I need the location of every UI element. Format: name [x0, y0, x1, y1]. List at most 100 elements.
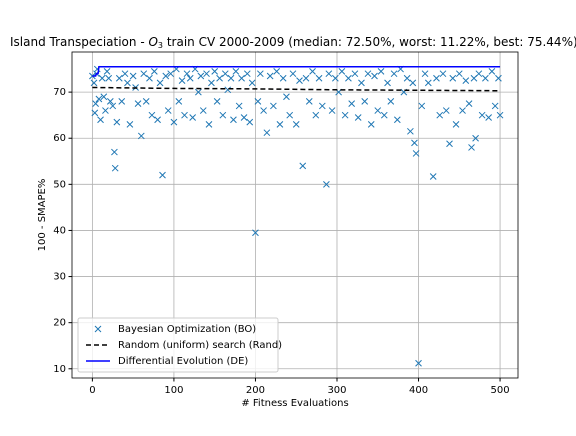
scatter-point — [154, 116, 161, 124]
scatter-point — [276, 121, 284, 128]
scatter-point — [452, 121, 460, 128]
scatter-point — [421, 70, 429, 78]
scatter-point — [150, 68, 158, 75]
scatter-point — [115, 74, 123, 82]
scatter-point — [411, 139, 418, 147]
scatter-point — [415, 359, 422, 367]
scatter-point — [377, 68, 385, 75]
scatter-point — [219, 111, 227, 119]
scatter-point — [189, 114, 197, 121]
line — [92, 86, 501, 92]
y-tick-label: 40 — [53, 225, 66, 236]
legend: Bayesian Optimization (BO) Random (unifor… — [77, 317, 282, 373]
scatter-point — [256, 70, 264, 78]
scatter-point — [465, 100, 473, 107]
y-tick-label: 70 — [53, 87, 66, 98]
scatter-point — [230, 116, 237, 124]
legend-box — [77, 317, 279, 373]
scatter-point — [455, 70, 463, 78]
scatter-point — [488, 68, 496, 75]
scatter-point — [403, 74, 411, 82]
x-tick-label: 300 — [327, 385, 346, 396]
scatter-point — [170, 118, 178, 126]
scatter-point — [436, 111, 444, 119]
y-tick-label: 30 — [53, 272, 66, 283]
x-tick-label: 200 — [246, 385, 265, 396]
scatter-point — [126, 121, 134, 128]
scatter-point — [92, 100, 99, 107]
scatter-point — [279, 74, 287, 82]
legend-swatch — [94, 325, 102, 333]
scatter-point — [439, 70, 447, 78]
scatter-point — [348, 100, 356, 107]
scatter-point — [468, 144, 475, 151]
scatter-point — [246, 118, 254, 126]
title-part: Island Transpeciation - — [10, 35, 148, 49]
title-part: train CV 2000-2009 (median: 72.50%, wors… — [163, 35, 576, 49]
scatter-point — [248, 79, 256, 87]
scatter-point — [146, 74, 153, 82]
scatter-point — [162, 72, 170, 80]
scatter-point — [384, 79, 391, 87]
scatter-point — [263, 129, 271, 137]
scatter-point — [361, 97, 369, 105]
scatter-point — [341, 111, 349, 119]
scatter-point — [105, 74, 113, 82]
scatter-point — [221, 70, 229, 78]
scatter-point — [495, 74, 502, 82]
scatter-point — [325, 70, 333, 78]
scatter-point — [374, 107, 382, 114]
scatter-point — [195, 88, 202, 96]
scatter-point — [309, 68, 316, 75]
scatter-point — [129, 72, 137, 80]
scatter-point — [332, 74, 339, 82]
scatter-point — [134, 100, 142, 107]
x-tick-label: 400 — [409, 385, 428, 396]
legend-label: Differential Evolution (DE) — [118, 356, 248, 367]
legend-label: Random (uniform) search (Rand) — [118, 340, 282, 351]
scatter-point — [299, 162, 307, 170]
scatter-point — [106, 97, 114, 105]
scatter-point — [315, 74, 323, 82]
title-part: 3 — [158, 41, 163, 50]
chart-title: Island Transpeciation - O3 train CV 2000… — [10, 35, 576, 50]
scatter-point — [312, 111, 320, 119]
scatter-point — [273, 68, 281, 75]
scatter-point — [318, 102, 326, 110]
scatter-point — [446, 140, 453, 148]
plot-frame — [71, 51, 519, 379]
scatter-point — [181, 111, 188, 119]
scatter-point — [175, 97, 183, 105]
scatter-point — [121, 70, 129, 78]
scatter-point — [409, 79, 417, 87]
scatter-point — [482, 74, 489, 82]
scatter-point — [305, 97, 313, 105]
scatter-point — [478, 111, 486, 119]
scatter-point — [243, 70, 251, 78]
scatter-point — [266, 72, 274, 80]
y-tick-label: 60 — [53, 133, 66, 144]
scatter-point — [203, 70, 210, 78]
scatter-point — [140, 70, 148, 78]
scatter-point — [137, 132, 145, 140]
scatter-point — [98, 74, 106, 82]
scatter-point — [393, 116, 401, 124]
scatter-point — [232, 68, 240, 75]
scatter-point — [289, 70, 297, 78]
scatter-point — [95, 95, 103, 103]
scatter-point — [459, 107, 466, 114]
scatter-point — [286, 111, 294, 119]
y-tick-label: 50 — [53, 179, 66, 190]
scatter-point — [418, 102, 426, 110]
scatter-point — [270, 102, 277, 110]
scatter-point — [412, 150, 420, 157]
scatter-point — [148, 111, 156, 119]
scatter-point — [91, 109, 99, 117]
scatter-point — [407, 127, 414, 135]
scatter-point — [462, 77, 470, 84]
scatter-point — [199, 107, 207, 114]
scatter-point — [260, 107, 267, 114]
scatter-point — [367, 121, 375, 128]
scatter-point — [224, 86, 232, 94]
scatter-point — [205, 121, 213, 128]
